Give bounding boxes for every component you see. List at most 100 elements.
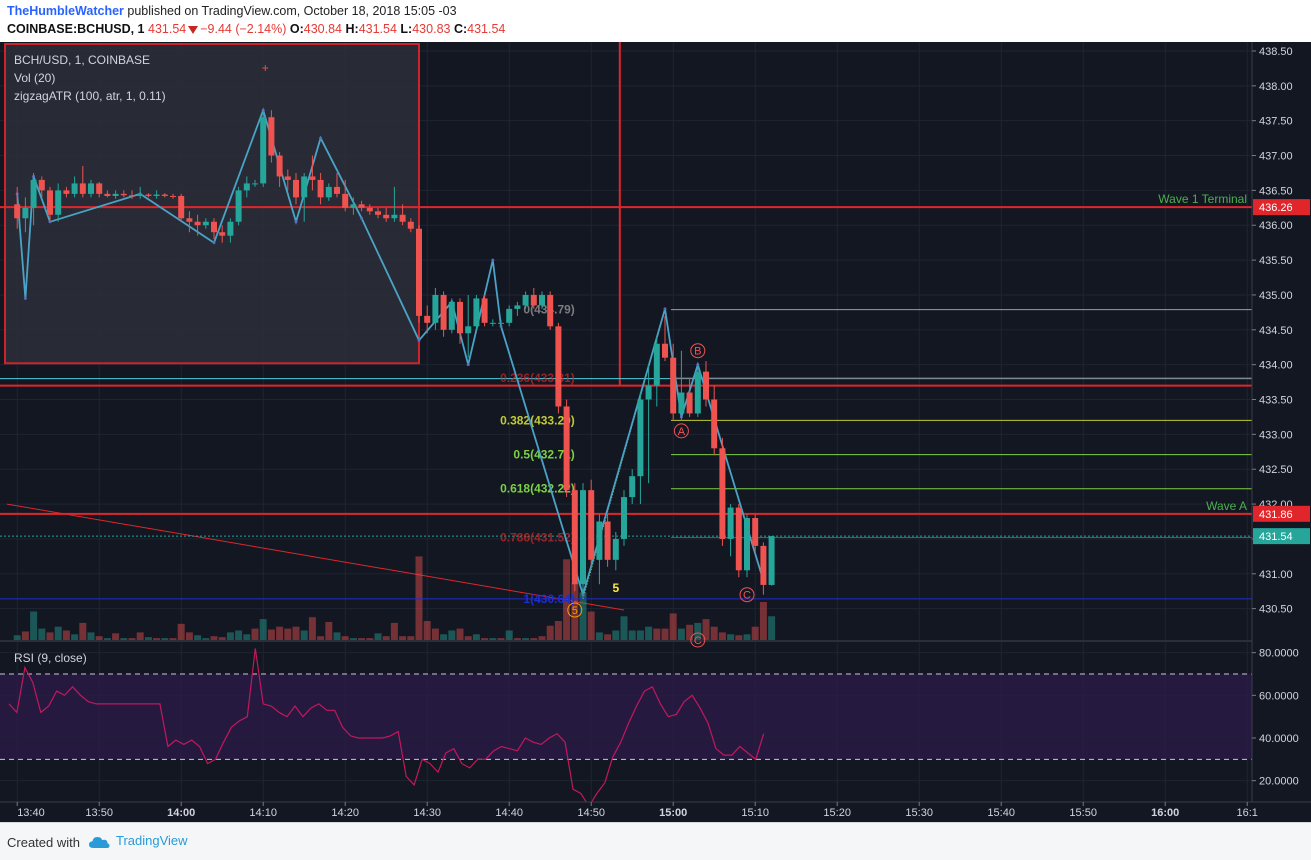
created-with-text: Created with bbox=[7, 835, 80, 850]
author-link[interactable]: TheHumbleWatcher bbox=[7, 4, 124, 18]
series-title: BCH/USD, 1, COINBASE bbox=[14, 53, 151, 67]
wave-label: B bbox=[694, 346, 701, 358]
volume-bar bbox=[505, 630, 513, 640]
price-tick-label: 435.50 bbox=[1259, 255, 1293, 267]
time-tick-label: 15:10 bbox=[741, 807, 769, 819]
time-tick-label: 16:00 bbox=[1151, 807, 1179, 819]
volume-bar bbox=[579, 592, 587, 640]
zigzag-pivot bbox=[319, 136, 323, 140]
candle-body bbox=[727, 507, 734, 539]
open-label: O: bbox=[289, 22, 304, 36]
volume-bar bbox=[136, 632, 144, 640]
candle-body bbox=[375, 211, 381, 215]
volume-bar bbox=[481, 638, 489, 640]
candle-body bbox=[145, 194, 152, 196]
candle-body bbox=[547, 294, 554, 327]
volume-bar bbox=[358, 638, 366, 640]
low-label: L: bbox=[400, 22, 413, 36]
volume-bar bbox=[563, 559, 571, 640]
candle-body bbox=[629, 476, 636, 498]
volume-bar bbox=[153, 638, 161, 640]
candle-body bbox=[227, 221, 234, 236]
chart-header: TheHumbleWatcher published on TradingVie… bbox=[0, 0, 1311, 42]
candle-body bbox=[473, 298, 480, 327]
candle-body bbox=[30, 179, 37, 208]
volume-bar bbox=[522, 638, 530, 640]
time-tick-label: 13:40 bbox=[17, 807, 45, 819]
high-label: H: bbox=[345, 22, 359, 36]
time-tick-label: 15:50 bbox=[1069, 807, 1097, 819]
price-tag-label: 436.26 bbox=[1259, 202, 1293, 214]
candle-body bbox=[424, 315, 431, 323]
rsi-tick-label: 60.0000 bbox=[1259, 690, 1299, 702]
rsi-axis: 20.0000 40.0000 60.0000 80.0000 bbox=[1252, 648, 1299, 788]
candle-body bbox=[612, 538, 619, 560]
candle-body bbox=[317, 179, 324, 198]
candle-body bbox=[47, 190, 53, 215]
candle-body bbox=[55, 190, 62, 215]
candle-body bbox=[432, 294, 439, 323]
candle-body bbox=[276, 155, 283, 177]
volume-bar bbox=[554, 621, 562, 640]
open-value: 430.84 bbox=[303, 22, 343, 36]
volume-bar bbox=[538, 636, 546, 640]
zigzag-pivot bbox=[212, 241, 216, 245]
volume-bar bbox=[103, 638, 111, 640]
volume-bar bbox=[546, 625, 554, 640]
time-tick-label: 13:50 bbox=[85, 807, 113, 819]
volume-bar bbox=[595, 632, 603, 640]
price-axis[interactable]: 430.50431.00431.50432.00432.50433.00433.… bbox=[1251, 42, 1311, 802]
volume-bar bbox=[669, 613, 677, 640]
volume-bar bbox=[120, 638, 128, 640]
volume-bar bbox=[87, 632, 95, 640]
candle-body bbox=[768, 536, 775, 585]
volume-bar bbox=[390, 622, 398, 640]
price-tick-label: 438.00 bbox=[1259, 81, 1293, 93]
candle-body bbox=[522, 294, 529, 306]
candle-body bbox=[260, 117, 267, 184]
price-tag bbox=[1253, 528, 1310, 545]
candle-body bbox=[465, 326, 472, 334]
candle-body bbox=[325, 186, 332, 198]
candle-body bbox=[186, 218, 193, 222]
candle-body bbox=[71, 183, 78, 194]
candle-body bbox=[129, 195, 135, 197]
volume-bar bbox=[21, 631, 29, 640]
volume-bar bbox=[284, 628, 292, 640]
volume-bar bbox=[645, 626, 653, 640]
brand-label[interactable]: TradingView bbox=[116, 833, 188, 848]
rsi-line bbox=[8, 648, 765, 808]
candle-body bbox=[358, 204, 365, 208]
tradingview-brand[interactable]: TradingView bbox=[88, 833, 188, 849]
level-label: Wave A bbox=[1206, 499, 1247, 513]
price-tick-label: 437.00 bbox=[1259, 151, 1293, 163]
price-tick-label: 434.00 bbox=[1259, 360, 1293, 372]
volume-bar bbox=[202, 638, 210, 640]
candle-body bbox=[539, 294, 545, 306]
candle-body bbox=[678, 392, 685, 414]
candle-body bbox=[637, 399, 644, 477]
candle-body bbox=[506, 308, 513, 323]
close-label: C: bbox=[453, 22, 468, 36]
candle-body bbox=[219, 232, 226, 236]
fib-label: 1(430.64) bbox=[523, 592, 574, 606]
price-tick-label: 435.00 bbox=[1259, 290, 1293, 302]
time-tick-label: 14:30 bbox=[413, 807, 441, 819]
rsi-band bbox=[0, 674, 1252, 760]
price-tick-label: 436.50 bbox=[1259, 185, 1293, 197]
candle-body bbox=[416, 228, 422, 316]
candle-body bbox=[514, 305, 521, 309]
zigzag-polyline bbox=[16, 107, 765, 598]
candle-body bbox=[711, 399, 718, 449]
candle-body bbox=[235, 190, 242, 222]
wave-circle bbox=[673, 423, 689, 439]
volume-bar bbox=[702, 619, 710, 640]
candle-body bbox=[63, 190, 70, 194]
time-axis[interactable]: 13:40 13:50 14:00 14:10 14:20 14:30 14:40 14:50… bbox=[0, 801, 1311, 822]
price-tick-label: 430.50 bbox=[1259, 604, 1293, 616]
volume-bars bbox=[13, 556, 776, 640]
volume-bar bbox=[349, 638, 357, 640]
candle-body bbox=[686, 392, 693, 414]
candle-body bbox=[252, 183, 258, 185]
